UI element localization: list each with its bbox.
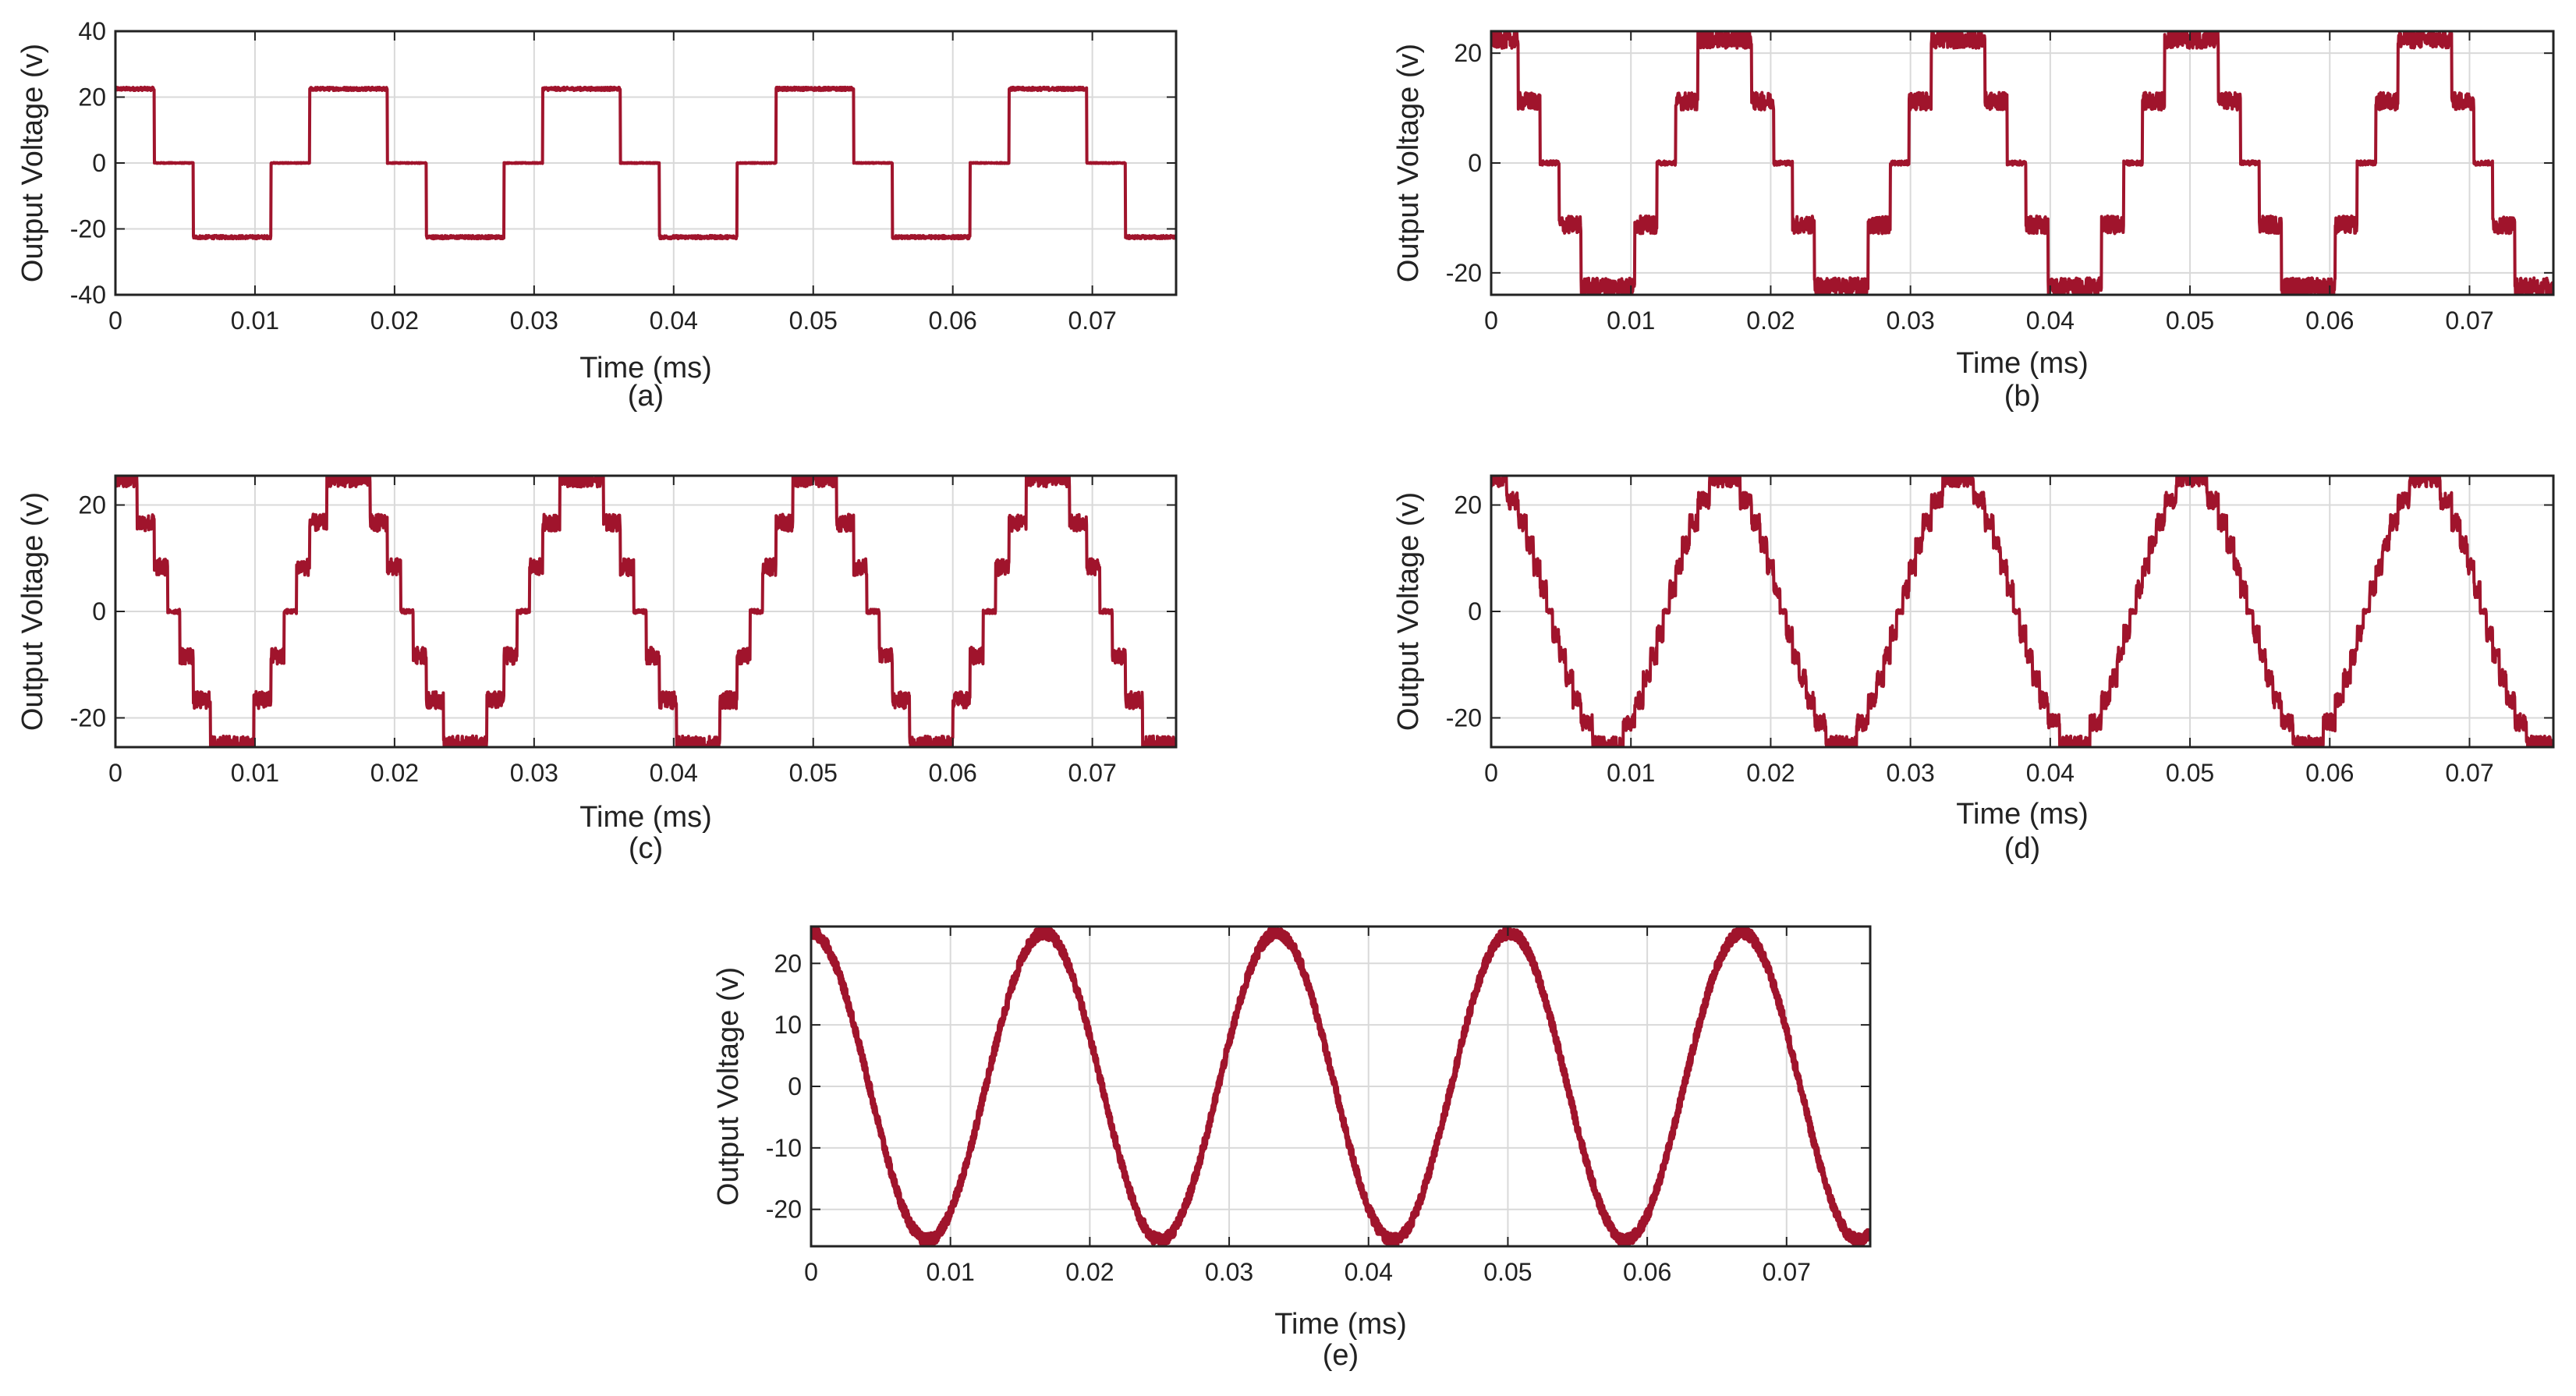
- y-tick-label: -20: [1446, 703, 1482, 732]
- x-tick-label: 0.02: [370, 306, 419, 335]
- x-tick-label: 0.02: [1746, 306, 1795, 335]
- x-tick-label: 0.01: [927, 1258, 975, 1286]
- x-tick-label: 0.07: [1763, 1258, 1811, 1286]
- y-tick-label: -40: [70, 281, 106, 309]
- y-tick-label: 0: [92, 149, 106, 177]
- panel-caption: (d): [2004, 832, 2040, 865]
- x-tick-label: 0.06: [1623, 1258, 1671, 1286]
- x-tick-label: 0.03: [1886, 306, 1934, 335]
- y-axis-label: Output Voltage (v): [1392, 492, 1425, 731]
- x-tick-label: 0.06: [929, 759, 977, 787]
- chart-panel-5: 0 0.01 0.02 0.03 0.04 0.05 0.06 0.07 -20 -10 0 10 20…: [712, 925, 1872, 1372]
- x-tick-label: 0.06: [929, 306, 977, 335]
- panel-caption: (b): [2004, 380, 2040, 413]
- x-tick-label: 0.07: [2445, 759, 2493, 787]
- y-tick-label: 0: [92, 597, 106, 625]
- y-tick-label: -20: [766, 1196, 802, 1224]
- y-axis-label: Output Voltage (v): [1392, 44, 1425, 282]
- y-tick-label: 10: [774, 1011, 802, 1039]
- x-tick-label: 0.01: [231, 759, 279, 787]
- y-tick-label: 0: [788, 1072, 802, 1100]
- x-tick-label: 0: [108, 306, 122, 335]
- x-tick-label: 0.04: [2026, 759, 2075, 787]
- y-tick-label: 20: [1454, 39, 1482, 67]
- x-tick-label: 0: [1484, 306, 1498, 335]
- chart-panel-3: 0 0.01 0.02 0.03 0.04 0.05 0.06 0.07-20020Time …: [16, 474, 1178, 865]
- x-tick-label: 0.02: [1746, 759, 1795, 787]
- chart-panel-1: 0 0.01 0.02 0.03 0.04 0.05 0.06 0.07 -40 -20 0 20 40…: [16, 17, 1178, 413]
- x-tick-label: 0.01: [231, 306, 279, 335]
- x-tick-label: 0.05: [1483, 1258, 1532, 1286]
- panel-caption: (a): [628, 380, 664, 413]
- y-tick-label: 0: [1468, 149, 1482, 177]
- panel-caption: (c): [629, 832, 663, 865]
- series-line: [1491, 476, 2553, 747]
- x-tick-label: 0.05: [2166, 306, 2214, 335]
- panel-caption: (e): [1323, 1339, 1359, 1372]
- y-axis-label: Output Voltage (v): [16, 44, 49, 282]
- y-tick-label: 0: [1468, 597, 1482, 625]
- x-axis-label: Time (ms): [1956, 798, 2089, 831]
- x-tick-label: 0.05: [789, 759, 838, 787]
- x-tick-label: 0.02: [370, 759, 419, 787]
- y-tick-label: -20: [70, 703, 106, 732]
- x-tick-label: 0.03: [510, 306, 558, 335]
- x-axis-label: Time (ms): [1274, 1308, 1407, 1341]
- x-tick-label: 0: [804, 1258, 818, 1286]
- x-tick-label: 0.07: [1068, 759, 1116, 787]
- x-tick-label: 0.07: [1068, 306, 1116, 335]
- x-axis-label: Time (ms): [579, 801, 712, 834]
- y-axis-label: Output Voltage (v): [16, 492, 49, 731]
- x-tick-label: 0.04: [1345, 1258, 1393, 1286]
- x-tick-label: 0.03: [1205, 1258, 1253, 1286]
- x-tick-label: 0.04: [2026, 306, 2075, 335]
- chart-panel-2: 0 0.01 0.02 0.03 0.04 0.05 0.06 0.07-20020Time …: [1392, 30, 2555, 413]
- chart-panel-4: 0 0.01 0.02 0.03 0.04 0.05 0.06 0.07-20020Time …: [1392, 474, 2555, 865]
- x-tick-label: 0.07: [2445, 306, 2493, 335]
- y-tick-label: -10: [766, 1134, 802, 1162]
- y-tick-label: 20: [78, 491, 106, 519]
- series-line: [1491, 31, 2553, 295]
- x-tick-label: 0.02: [1065, 1258, 1114, 1286]
- series-line: [115, 476, 1176, 747]
- y-tick-label: 20: [1454, 491, 1482, 519]
- y-axis-label: Output Voltage (v): [712, 967, 745, 1206]
- x-tick-label: 0.05: [2166, 759, 2214, 787]
- x-tick-label: 0.01: [1607, 759, 1655, 787]
- y-tick-label: 20: [78, 83, 106, 112]
- x-tick-label: 0.06: [2305, 759, 2354, 787]
- x-axis-label: Time (ms): [579, 352, 712, 384]
- x-tick-label: 0.05: [789, 306, 838, 335]
- y-tick-label: 40: [78, 17, 106, 45]
- x-tick-label: 0.03: [1886, 759, 1934, 787]
- x-axis-label: Time (ms): [1956, 347, 2089, 380]
- series-line: [115, 85, 1176, 241]
- y-tick-label: 20: [774, 949, 802, 977]
- x-tick-label: 0.03: [510, 759, 558, 787]
- y-tick-label: -20: [1446, 259, 1482, 287]
- x-tick-label: 0: [108, 759, 122, 787]
- x-tick-label: 0.01: [1607, 306, 1655, 335]
- x-tick-label: 0: [1484, 759, 1498, 787]
- x-tick-label: 0.04: [650, 306, 698, 335]
- y-tick-label: -20: [70, 215, 106, 243]
- x-tick-label: 0.06: [2305, 306, 2354, 335]
- series-line: [811, 927, 1870, 1246]
- x-tick-label: 0.04: [650, 759, 698, 787]
